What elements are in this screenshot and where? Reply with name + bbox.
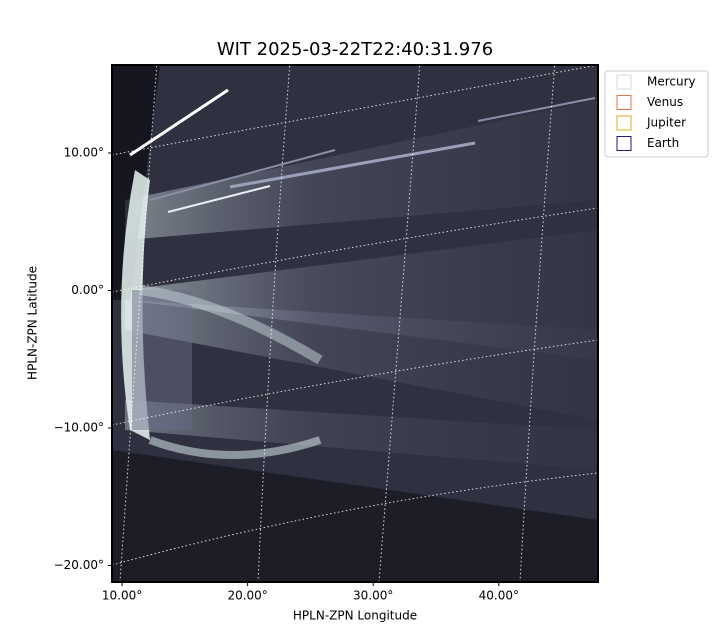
- legend-swatch: [616, 136, 632, 151]
- coordinate-grid: [111, 61, 599, 583]
- x-tick-label: 30.00°: [353, 589, 393, 603]
- legend-label: Jupiter: [646, 116, 686, 130]
- y-axis-label: HPLN-ZPN Latitude: [26, 266, 40, 380]
- legend-label: Mercury: [647, 75, 696, 89]
- x-tick-label: 40.00°: [479, 589, 519, 603]
- axes-frame: [111, 64, 599, 583]
- chart-title: WIT 2025-03-22T22:40:31.976: [217, 39, 493, 60]
- y-tick-label: −10.00°: [54, 421, 104, 435]
- x-axis-label: HPLN-ZPN Longitude: [293, 609, 417, 623]
- legend-label: Earth: [647, 136, 679, 150]
- legend-swatch: [616, 74, 632, 90]
- legend: Mercury Venus Jupiter Earth: [604, 70, 709, 158]
- y-tick-label: 0.00°: [71, 283, 104, 297]
- legend-box: [604, 70, 709, 158]
- y-tick-label: 10.00°: [64, 146, 104, 160]
- y-tick-label: −20.00°: [54, 558, 104, 572]
- legend-label: Venus: [647, 95, 683, 109]
- legend-swatch: [616, 115, 632, 131]
- image: [112, 65, 598, 582]
- x-tick-label: 10.00°: [102, 589, 142, 603]
- legend-swatch: [616, 95, 632, 110]
- x-tick-label: 20.00°: [227, 589, 267, 603]
